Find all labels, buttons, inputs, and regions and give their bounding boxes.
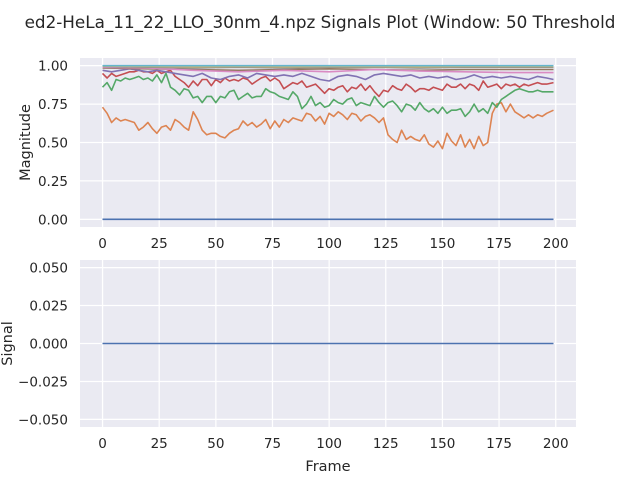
x-tick-label: 125 xyxy=(373,236,399,252)
series-line-2 xyxy=(101,101,554,150)
y-axis-label: Signal xyxy=(0,321,16,366)
figure-title: ed2-HeLa_11_22_LLO_30nm_4.npz Signals Pl… xyxy=(25,12,616,33)
y-tick-label: 0.00 xyxy=(38,212,68,228)
x-tick-label: 150 xyxy=(430,236,456,252)
y-tick-label: −0.025 xyxy=(18,374,68,390)
x-tick-label: 200 xyxy=(543,436,569,452)
x-tick-label: 75 xyxy=(264,236,281,252)
series-line-9 xyxy=(102,65,554,68)
x-tick-label: 175 xyxy=(486,236,512,252)
x-tick-label: 150 xyxy=(430,436,456,452)
series-line-5 xyxy=(102,68,554,82)
x-tick-label: 100 xyxy=(316,236,342,252)
signal-axes: 0 25 50 75 100 125 150 175 200 −0.050 −0.025 0.000 0… xyxy=(0,260,576,475)
y-tick-label: 1.00 xyxy=(38,59,68,75)
y-tick-label: 0.50 xyxy=(38,136,68,152)
x-tick-label: 0 xyxy=(98,436,107,452)
x-tick-label: 75 xyxy=(264,436,281,452)
x-tick-label: 100 xyxy=(316,436,342,452)
y-axis-label: Magnitude xyxy=(18,104,34,181)
series-line-3 xyxy=(101,72,554,118)
x-tick-label: 175 xyxy=(486,436,512,452)
y-tick-label: −0.050 xyxy=(18,412,68,428)
x-tick-label: 25 xyxy=(151,436,168,452)
magnitude-axes: 0 25 50 75 100 125 150 175 200 0.00 0.25 0.50 0.75 1.… xyxy=(18,58,576,252)
series-line-7 xyxy=(102,66,554,74)
x-tick-label: 50 xyxy=(207,236,224,252)
y-tick-label: 0.000 xyxy=(29,337,68,353)
x-tick-label: 50 xyxy=(207,436,224,452)
series-line-4 xyxy=(101,69,554,98)
y-tick-label: 0.050 xyxy=(29,261,68,277)
y-tick-label: 0.025 xyxy=(29,299,68,315)
y-tick-label: 0.25 xyxy=(38,174,68,190)
x-tick-label: 25 xyxy=(151,236,168,252)
x-tick-label: 200 xyxy=(543,236,569,252)
x-axis-label: Frame xyxy=(305,459,350,475)
y-tick-label: 0.75 xyxy=(38,97,68,113)
x-tick-label: 0 xyxy=(98,236,107,252)
x-tick-label: 125 xyxy=(373,436,399,452)
